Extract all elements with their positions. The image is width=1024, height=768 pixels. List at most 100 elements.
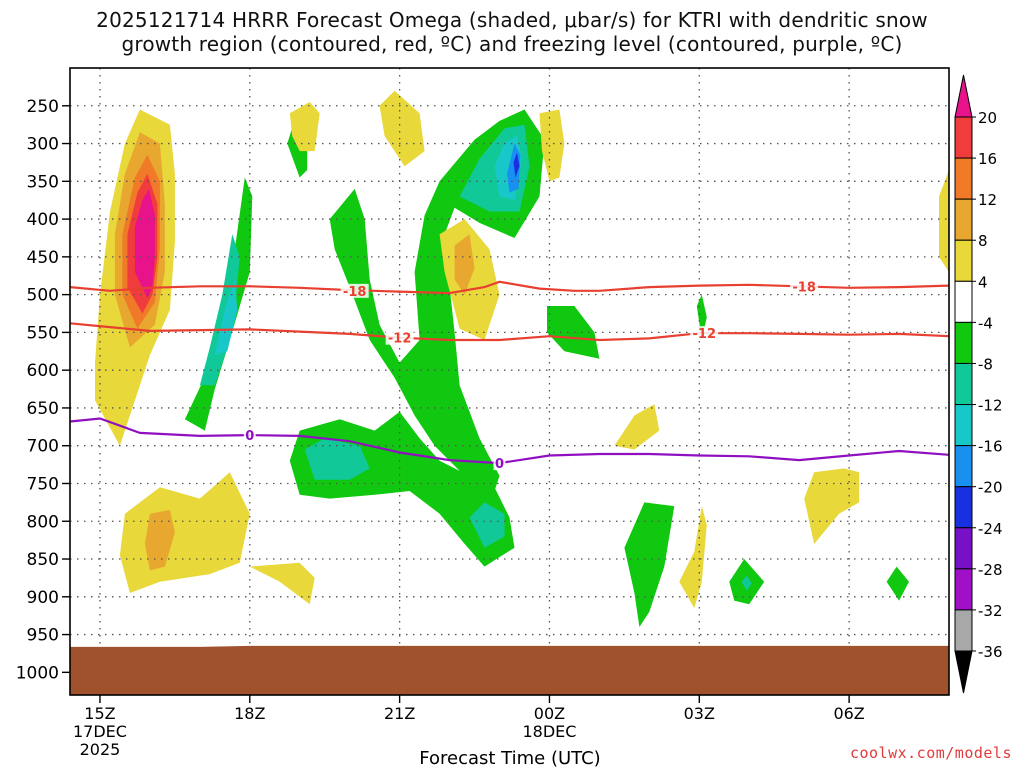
- freezing-level-0-label-0: 0: [245, 429, 254, 444]
- y-tick-label-450: 450: [27, 248, 59, 268]
- omega-region-25: [547, 306, 600, 359]
- y-tick-label-650: 650: [27, 399, 59, 419]
- colorbar-label-12: -32: [978, 602, 1003, 620]
- colorbar-swatch-12: [954, 609, 973, 652]
- contour-lines: -18 -18 -12 -12 0 0: [70, 279, 949, 472]
- omega-region-24: [539, 109, 565, 182]
- colorbar: 20 16 12 8 4 -4 -8 -12 -16 -20 -24 -28 -32 -36: [954, 74, 1003, 694]
- y-tick-label-700: 700: [27, 437, 59, 457]
- colorbar-swatch-4: [954, 280, 973, 323]
- dgz-minus18-label-bg-0: [340, 283, 369, 298]
- dgz-minus18-label-1: -18: [792, 280, 816, 295]
- colorbar-top-arrow: [954, 74, 973, 118]
- colorbar-swatch-0: [954, 116, 973, 159]
- omega-region-10: [214, 279, 238, 356]
- ground-surface: [70, 645, 949, 695]
- dgz-minus18-line: [70, 280, 949, 295]
- x-tick-label-18Z: 18Z: [234, 704, 265, 723]
- x-tick-sublabel-17DEC: 17DEC: [73, 722, 127, 741]
- y-tick-label-750: 750: [27, 474, 59, 494]
- x-tick-sublabel-18DEC: 18DEC: [522, 722, 576, 741]
- omega-region-8: [184, 177, 253, 431]
- omega-region-32: [804, 468, 860, 544]
- freezing-level-0-label-1: 0: [495, 457, 504, 472]
- y-tick-label-1000: 1000: [16, 663, 59, 683]
- y-tick-label-400: 400: [27, 210, 59, 230]
- colorbar-label-0: 20: [978, 109, 997, 127]
- omega-region-31: [741, 575, 752, 591]
- chart-title: 2025121714 HRRR Forecast Omega (shaded, …: [0, 8, 1024, 56]
- y-tick-label-550: 550: [27, 323, 59, 343]
- colorbar-label-2: 12: [978, 191, 997, 209]
- colorbar-swatch-1: [954, 157, 973, 200]
- plot-frame: [69, 67, 950, 696]
- x-tick-label-03Z: 03Z: [684, 704, 715, 723]
- y-tick-label-350: 350: [27, 172, 59, 192]
- omega-region-6: [144, 509, 175, 571]
- chart-title-line-1: 2025121714 HRRR Forecast Omega (shaded, …: [96, 8, 928, 32]
- y-axis: 250 300 350 400 450 500 550 600 650 700 750 800 850 9…: [16, 97, 70, 683]
- dgz-minus12-label-bg-0: [385, 330, 414, 345]
- omega-region-23: [454, 234, 475, 295]
- colorbar-label-3: 8: [978, 232, 988, 250]
- dgz-minus12-label-0: -12: [388, 332, 412, 347]
- omega-region-17: [513, 152, 520, 178]
- omega-shading: [95, 90, 949, 627]
- colorbar-label-11: -28: [978, 561, 1003, 579]
- omega-region-27: [624, 502, 675, 627]
- colorbar-swatch-7: [954, 404, 973, 447]
- x-tick-label-00Z: 00Z: [534, 704, 565, 723]
- colorbar-label-9: -20: [978, 479, 1003, 497]
- y-tick-label-600: 600: [27, 361, 59, 381]
- colorbar-label-7: -12: [978, 397, 1003, 415]
- omega-region-12: [289, 411, 515, 567]
- colorbar-swatch-6: [954, 362, 973, 406]
- y-tick-label-800: 800: [27, 512, 59, 532]
- x-tick-label-06Z: 06Z: [833, 704, 864, 723]
- dgz-minus12-label-1: -12: [693, 327, 717, 342]
- colorbar-label-4: 4: [978, 273, 988, 291]
- colorbar-swatch-2: [954, 198, 973, 241]
- y-tick-label-250: 250: [27, 97, 59, 117]
- ground-fill: [70, 645, 949, 695]
- chart-title-line-2: growth region (contoured, red, ºC) and f…: [121, 32, 903, 56]
- omega-region-21: [379, 90, 425, 167]
- colorbar-label-5: -4: [978, 314, 993, 332]
- freezing-level-0-label-bg-0: [243, 428, 256, 443]
- source-credit: coolwx.com/models: [849, 744, 1012, 762]
- colorbar-label-6: -8: [978, 355, 993, 373]
- colorbar-swatch-3: [954, 239, 973, 282]
- colorbar-label-1: 16: [978, 150, 997, 168]
- omega-region-20: [289, 102, 320, 152]
- y-tick-label-300: 300: [27, 135, 59, 155]
- omega-region-18: [304, 438, 370, 480]
- colorbar-bottom-arrow: [954, 650, 973, 694]
- colorbar-swatch-8: [954, 445, 973, 488]
- y-tick-label-900: 900: [27, 588, 59, 608]
- colorbar-swatch-11: [954, 568, 973, 611]
- x-tick-label-15Z: 15Z: [84, 704, 115, 723]
- omega-region-26: [614, 404, 660, 450]
- colorbar-swatch-5: [954, 321, 973, 364]
- omega-region-9: [199, 234, 240, 386]
- x-tick-sublabel-2025: 2025: [80, 740, 121, 759]
- dgz-minus18-label-bg-1: [790, 279, 819, 294]
- y-tick-label-950: 950: [27, 626, 59, 646]
- colorbar-label-10: -24: [978, 520, 1003, 538]
- omega-region-4: [134, 188, 155, 299]
- colorbar-swatch-9: [954, 486, 973, 529]
- freezing-level-0-label-bg-1: [493, 456, 506, 471]
- colorbar-label-13: -36: [978, 643, 1003, 661]
- x-axis-label: Forecast Time (UTC): [419, 748, 600, 768]
- y-tick-label-500: 500: [27, 286, 59, 306]
- omega-region-19: [469, 502, 505, 548]
- dgz-minus12-label-bg-1: [690, 326, 719, 341]
- colorbar-label-8: -16: [978, 438, 1003, 456]
- x-tick-label-21Z: 21Z: [384, 704, 415, 723]
- omega-region-5: [119, 472, 250, 593]
- omega-region-33: [886, 566, 909, 601]
- dgz-minus12-line: [70, 322, 949, 342]
- omega-region-34: [939, 170, 949, 272]
